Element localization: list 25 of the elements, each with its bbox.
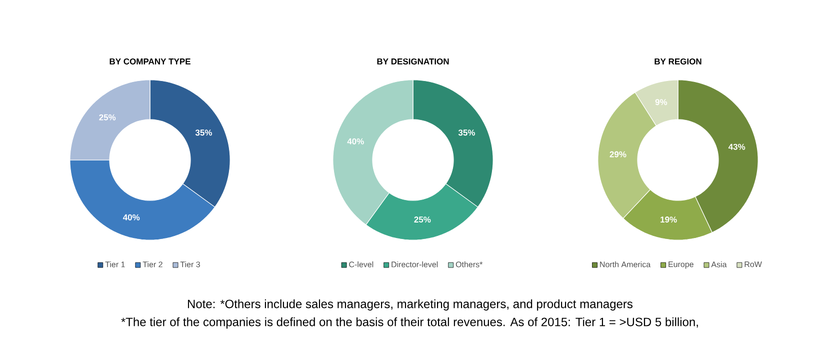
- data-label: 9%: [655, 99, 668, 106]
- data-label: 35%: [458, 130, 476, 136]
- text: Note: *Others include sales managers, marketing managers, and product managers: [188, 299, 632, 311]
- legend-label: RoW: [744, 262, 762, 268]
- data-label: 40%: [347, 138, 364, 144]
- legend-label: Tier 2: [142, 261, 162, 268]
- data-label: 35%: [195, 130, 212, 136]
- legend-label: Director-level: [392, 261, 438, 268]
- legend-label: C-level: [349, 261, 374, 268]
- chart-title: BY REGION: [654, 58, 702, 64]
- legend-label: Tier 1: [105, 261, 125, 268]
- chart-title: BY DESIGNATION: [377, 58, 449, 64]
- data-label: 19%: [660, 216, 677, 223]
- legend-label: Europe: [668, 262, 694, 269]
- legend-label: North America: [600, 261, 651, 268]
- data-label: 25%: [99, 114, 116, 120]
- text: *The tier of the companies is defined on the basis of their total revenues. As of 2015: Tier 1 = >USD 5 billion,: [121, 317, 698, 329]
- chart-title: BY COMPANY TYPE: [110, 58, 190, 64]
- data-label: 40%: [123, 214, 140, 220]
- legend-label: Others*: [456, 261, 483, 268]
- data-label: 29%: [610, 151, 626, 158]
- legend-label: Asia: [711, 261, 727, 268]
- legend-label: Tier 3: [180, 261, 200, 268]
- data-label: 43%: [728, 144, 746, 150]
- data-label: 25%: [414, 216, 431, 223]
